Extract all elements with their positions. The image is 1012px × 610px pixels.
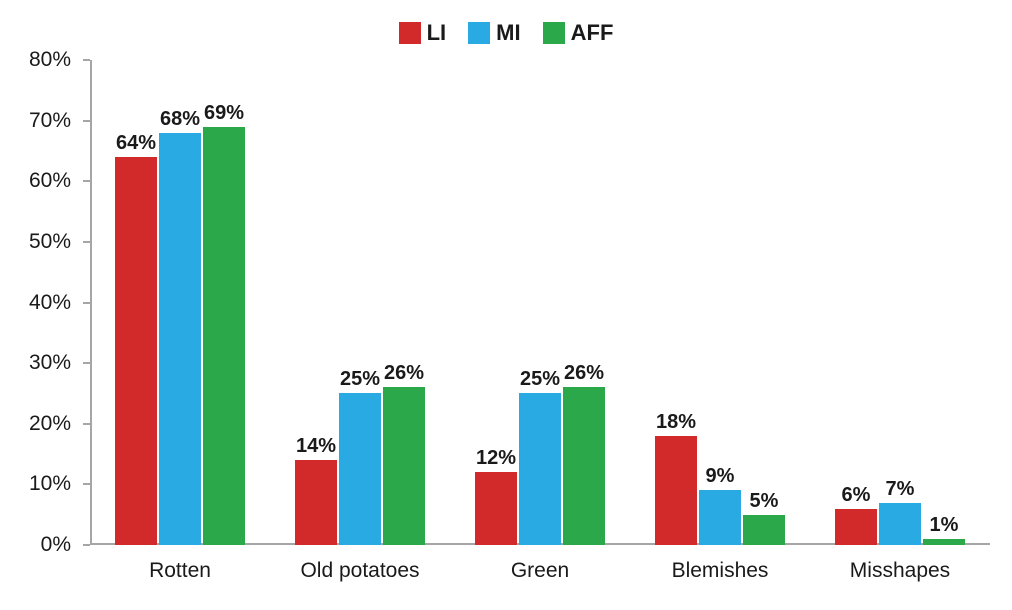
- y-tick: [83, 362, 90, 364]
- bar-li: [295, 460, 337, 545]
- y-axis-tick-label: 30%: [29, 351, 71, 375]
- x-category-label: Green: [511, 559, 569, 583]
- bar-value-label: 7%: [886, 478, 915, 501]
- legend: LI MI AFF: [0, 20, 1012, 46]
- x-category-label: Old potatoes: [300, 559, 419, 583]
- bar-li: [835, 509, 877, 545]
- bar-value-label: 6%: [842, 484, 871, 507]
- bar-mi: [879, 503, 921, 545]
- bar-value-label: 9%: [706, 465, 735, 488]
- y-tick: [83, 120, 90, 122]
- bar-value-label: 25%: [520, 368, 560, 391]
- bar-li: [655, 436, 697, 545]
- bar-li: [475, 472, 517, 545]
- bar-value-label: 69%: [204, 102, 244, 125]
- y-tick: [83, 180, 90, 182]
- bar-li: [115, 157, 157, 545]
- y-axis-tick-label: 20%: [29, 412, 71, 436]
- legend-item-aff: AFF: [543, 20, 614, 46]
- y-axis-tick-label: 60%: [29, 169, 71, 193]
- y-tick: [83, 302, 90, 304]
- y-axis-line: [90, 60, 92, 545]
- bar-mi: [519, 393, 561, 545]
- bar-mi: [699, 490, 741, 545]
- bar-mi: [339, 393, 381, 545]
- y-tick: [83, 423, 90, 425]
- y-axis-tick-label: 70%: [29, 109, 71, 133]
- bar-value-label: 26%: [384, 362, 424, 385]
- bar-value-label: 1%: [930, 514, 959, 537]
- bar-aff: [743, 515, 785, 545]
- legend-label-mi: MI: [496, 20, 520, 46]
- bar-mi: [159, 133, 201, 545]
- y-axis-tick-label: 50%: [29, 230, 71, 254]
- bar-value-label: 12%: [476, 447, 516, 470]
- x-category-label: Blemishes: [672, 559, 769, 583]
- bar-value-label: 26%: [564, 362, 604, 385]
- bar-value-label: 14%: [296, 435, 336, 458]
- bar-value-label: 68%: [160, 108, 200, 131]
- bar-value-label: 64%: [116, 132, 156, 155]
- y-axis-tick-label: 10%: [29, 472, 71, 496]
- y-tick: [83, 241, 90, 243]
- legend-label-li: LI: [427, 20, 447, 46]
- bar-value-label: 18%: [656, 411, 696, 434]
- y-axis-tick-label: 40%: [29, 291, 71, 315]
- legend-swatch-mi: [468, 22, 490, 44]
- bar-aff: [923, 539, 965, 545]
- y-tick: [83, 544, 90, 546]
- y-tick: [83, 483, 90, 485]
- legend-label-aff: AFF: [571, 20, 614, 46]
- bar-value-label: 5%: [750, 490, 779, 513]
- bar-aff: [383, 387, 425, 545]
- chart-container: LIMIAFF 0%10%20%30%40%50%60%70%80%Rotten…: [0, 0, 1012, 610]
- y-axis-tick-label: 80%: [29, 48, 71, 72]
- bar-aff: [563, 387, 605, 545]
- y-axis-tick-label: 0%: [41, 533, 71, 557]
- x-category-label: Misshapes: [850, 559, 950, 583]
- bar-aff: [203, 127, 245, 545]
- legend-item-mi: MI: [468, 20, 520, 46]
- legend-swatch-aff: [543, 22, 565, 44]
- legend-swatch-li: [399, 22, 421, 44]
- y-tick: [83, 59, 90, 61]
- legend-item-li: LI: [399, 20, 447, 46]
- x-category-label: Rotten: [149, 559, 211, 583]
- bar-value-label: 25%: [340, 368, 380, 391]
- plot-area: 0%10%20%30%40%50%60%70%80%Rotten64%68%69…: [90, 60, 990, 545]
